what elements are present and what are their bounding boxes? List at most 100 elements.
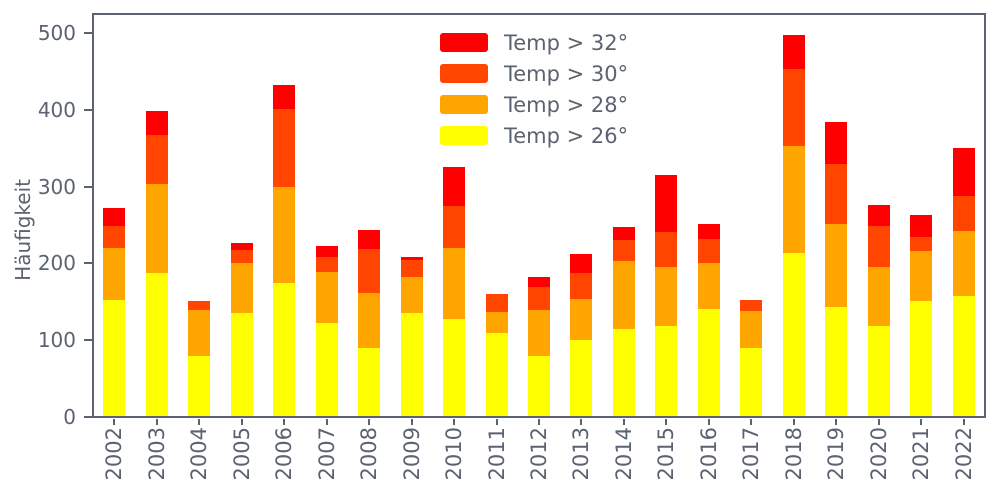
y-tick-mark — [84, 185, 92, 188]
x-tick-mark — [240, 419, 243, 425]
bar-segment-2014 — [612, 227, 635, 240]
bar-segment-2020 — [867, 205, 890, 226]
y-tick-mark — [84, 339, 92, 342]
x-tick-mark — [792, 419, 795, 425]
x-tick-label: 2021 — [906, 427, 936, 489]
x-tick-label-text: 2017 — [739, 427, 764, 481]
bar-segment-2009 — [400, 257, 423, 260]
x-tick-mark — [920, 419, 923, 425]
x-tick-label-text: 2005 — [229, 427, 254, 481]
bar-segment-2022 — [952, 148, 975, 196]
y-tick-mark — [84, 262, 92, 265]
legend-label: Temp > 28° — [504, 92, 629, 117]
bar-segment-2014 — [612, 261, 635, 329]
bar-segment-2013 — [570, 273, 593, 299]
x-tick-label: 2006 — [269, 427, 299, 489]
x-tick-mark — [962, 419, 965, 425]
bar-segment-2007 — [315, 257, 338, 272]
bar-segment-2008 — [358, 230, 381, 249]
x-tick-mark — [495, 419, 498, 425]
x-tick-label-text: 2020 — [866, 427, 891, 481]
bar-segment-2013 — [570, 254, 593, 273]
bar-segment-2012 — [528, 277, 550, 287]
x-tick-mark — [283, 419, 286, 425]
bar-segment-2019 — [825, 164, 848, 224]
y-tick-mark — [84, 416, 92, 418]
x-tick-mark — [453, 419, 456, 425]
bar-segment-2005 — [230, 243, 253, 250]
bar-segment-2002 — [103, 300, 126, 417]
bar-segment-2018 — [782, 253, 805, 417]
x-tick-mark — [325, 419, 328, 425]
legend-swatch — [440, 95, 488, 114]
x-tick-label-text: 2013 — [569, 427, 594, 481]
bar-segment-2006 — [273, 85, 296, 109]
bar-segment-2018 — [782, 146, 805, 253]
bar-segment-2017 — [740, 300, 763, 311]
bar-segment-2015 — [655, 175, 678, 232]
x-tick-label: 2008 — [354, 427, 384, 489]
x-tick-label-text: 2018 — [781, 427, 806, 481]
x-tick-mark — [538, 419, 540, 425]
x-tick-label: 2017 — [736, 427, 766, 489]
bar-segment-2021 — [910, 251, 933, 301]
bar-segment-2008 — [358, 293, 381, 348]
bar-segment-2006 — [273, 283, 296, 417]
legend-item: Temp > 32° — [440, 30, 629, 55]
bar-segment-2011 — [485, 333, 508, 417]
bar-segment-2002 — [103, 208, 126, 226]
bar-segment-2005 — [230, 250, 253, 263]
x-tick-mark — [877, 419, 880, 425]
x-tick-label: 2020 — [864, 427, 894, 489]
bar-segment-2003 — [145, 111, 168, 135]
x-tick-mark — [835, 419, 838, 425]
bar-segment-2016 — [697, 239, 720, 263]
bar-segment-2009 — [400, 313, 423, 417]
bar-segment-2018 — [782, 35, 805, 69]
bar-segment-2012 — [528, 356, 550, 417]
bar-segment-2007 — [315, 272, 338, 323]
x-tick-label: 2022 — [949, 427, 979, 489]
legend-label: Temp > 32° — [504, 30, 629, 55]
bar-segment-2016 — [697, 224, 720, 239]
bar-segment-2017 — [740, 311, 763, 348]
bar-segment-2015 — [655, 267, 678, 326]
bar-segment-2003 — [145, 135, 168, 184]
x-tick-label-text: 2021 — [909, 427, 934, 481]
x-tick-label-text: 2009 — [399, 427, 424, 481]
bar-segment-2011 — [485, 294, 508, 312]
bar-segment-2010 — [443, 319, 466, 417]
x-tick-label-text: 2011 — [484, 427, 509, 481]
bar-segment-2019 — [825, 307, 848, 417]
x-tick-label-text: 2008 — [357, 427, 382, 481]
x-tick-mark — [410, 419, 413, 425]
bar-segment-2011 — [485, 312, 508, 333]
bar-segment-2017 — [740, 348, 763, 417]
bar-segment-2006 — [273, 187, 296, 283]
x-tick-label-text: 2010 — [442, 427, 467, 481]
bar-segment-2004 — [188, 301, 211, 310]
legend-item: Temp > 26° — [440, 124, 628, 148]
x-tick-mark — [622, 419, 625, 425]
bar-segment-2003 — [145, 184, 168, 273]
bar-segment-2015 — [655, 326, 678, 417]
x-tick-label-text: 2014 — [611, 427, 636, 481]
x-tick-label-text: 2006 — [272, 427, 297, 481]
bar-segment-2009 — [400, 260, 423, 277]
x-tick-label-text: 2002 — [102, 427, 127, 481]
bar-segment-2016 — [697, 263, 720, 309]
bar-segment-2012 — [528, 310, 550, 356]
x-tick-label: 2003 — [142, 427, 172, 489]
bar-segment-2020 — [867, 326, 890, 417]
x-tick-label: 2018 — [779, 427, 809, 489]
x-tick-label: 2010 — [439, 427, 469, 489]
bar-segment-2014 — [612, 329, 635, 417]
bar-segment-2014 — [612, 240, 635, 261]
x-tick-label: 2013 — [566, 427, 596, 489]
x-tick-mark — [665, 419, 668, 425]
bar-segment-2006 — [273, 109, 296, 187]
bar-segment-2015 — [655, 232, 678, 267]
bar-segment-2005 — [230, 263, 253, 313]
y-tick-label: 200 — [37, 251, 76, 276]
